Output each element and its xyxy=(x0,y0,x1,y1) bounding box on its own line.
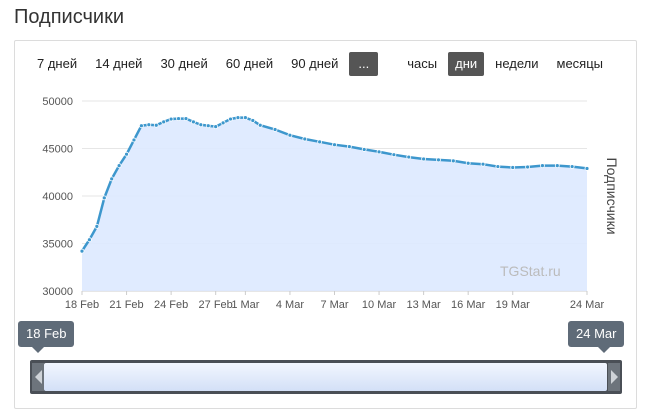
period-90-days-button[interactable]: 90 дней xyxy=(291,56,339,71)
custom-period-button[interactable]: ... xyxy=(349,52,379,76)
y-tick-label: 45000 xyxy=(42,144,73,156)
range-end-flag: 24 Mar xyxy=(568,321,625,353)
data-point xyxy=(272,127,278,132)
range-navigator[interactable] xyxy=(30,360,622,394)
data-point xyxy=(250,118,256,123)
data-point xyxy=(168,116,174,122)
x-tick-label: 21 Feb xyxy=(109,299,143,311)
data-point xyxy=(391,152,397,158)
chevron-right-icon xyxy=(610,370,618,384)
range-selection[interactable] xyxy=(44,363,607,391)
data-point xyxy=(525,164,530,170)
data-point xyxy=(190,119,196,125)
data-point xyxy=(332,142,337,148)
data-point xyxy=(406,154,412,160)
period-toolbar: 7 дней 14 дней 30 дней 60 дней 90 дней .… xyxy=(30,52,614,76)
data-point xyxy=(317,139,323,145)
data-point xyxy=(480,161,486,167)
data-point xyxy=(131,137,137,143)
data-point xyxy=(198,122,204,128)
data-point xyxy=(376,149,382,155)
unit-months-button[interactable]: месяцы xyxy=(556,56,604,71)
data-point xyxy=(153,122,159,128)
y-tick-label: 35000 xyxy=(42,239,73,251)
x-tick-label: 27 Feb xyxy=(199,299,233,311)
data-point xyxy=(436,157,441,163)
range-handle-right[interactable] xyxy=(608,363,620,391)
x-tick-label: 7 Mar xyxy=(320,299,348,311)
x-tick-label: 18 Feb xyxy=(65,299,99,311)
data-point xyxy=(287,132,293,138)
data-point xyxy=(569,164,575,169)
data-point xyxy=(205,123,211,129)
data-point xyxy=(146,122,152,128)
unit-days-button[interactable]: дни xyxy=(448,52,485,76)
chart-credit: TGStat.ru xyxy=(500,263,561,279)
period-60-days-button[interactable]: 60 дней xyxy=(225,56,274,71)
data-point xyxy=(87,237,92,243)
data-point xyxy=(220,120,226,126)
data-point xyxy=(421,156,427,162)
data-point xyxy=(213,124,219,130)
unit-weeks-button[interactable]: недели xyxy=(495,56,539,71)
data-point xyxy=(124,151,129,157)
data-point xyxy=(540,163,545,169)
x-tick-label: 1 Mar xyxy=(231,299,259,311)
data-point xyxy=(346,144,352,150)
x-tick-label: 16 Mar xyxy=(451,299,486,311)
data-point xyxy=(242,115,248,121)
data-point xyxy=(554,163,560,169)
y-tick-label: 50000 xyxy=(42,96,73,108)
data-point xyxy=(584,166,590,171)
chevron-left-icon xyxy=(34,370,42,384)
page-title: Подписчики xyxy=(14,6,125,28)
y-tick-label: 30000 xyxy=(42,286,73,298)
data-point xyxy=(139,123,144,129)
data-point xyxy=(79,248,85,254)
data-point xyxy=(101,195,107,201)
x-tick-label: 24 Mar xyxy=(570,299,605,311)
period-7-days-button[interactable]: 7 дней xyxy=(37,56,78,71)
period-30-days-button[interactable]: 30 дней xyxy=(160,56,208,71)
data-point xyxy=(465,160,471,166)
x-tick-label: 24 Feb xyxy=(154,299,188,311)
period-14-days-button[interactable]: 14 дней xyxy=(95,56,143,71)
y-axis-label: Подписчики xyxy=(604,157,620,234)
x-tick-label: 4 Mar xyxy=(276,299,304,311)
data-point xyxy=(161,119,167,125)
data-point xyxy=(228,116,233,122)
data-point xyxy=(94,223,100,229)
data-point xyxy=(510,165,516,170)
subscribers-area xyxy=(82,117,587,291)
data-point xyxy=(450,158,456,164)
x-tick-label: 10 Mar xyxy=(362,299,397,311)
data-point xyxy=(183,116,189,121)
data-point xyxy=(257,122,263,128)
range-handle-left[interactable] xyxy=(32,363,44,391)
x-tick-label: 19 Mar xyxy=(496,299,531,311)
data-point xyxy=(495,164,501,169)
data-point xyxy=(302,136,308,142)
data-point xyxy=(235,115,241,121)
y-tick-label: 40000 xyxy=(42,191,73,203)
data-point xyxy=(116,163,122,169)
unit-hours-button[interactable]: часы xyxy=(407,56,438,71)
range-start-flag: 18 Feb xyxy=(18,321,75,353)
x-tick-label: 13 Mar xyxy=(406,299,441,311)
data-point xyxy=(361,147,367,152)
data-point xyxy=(176,116,181,121)
data-point xyxy=(109,176,115,182)
